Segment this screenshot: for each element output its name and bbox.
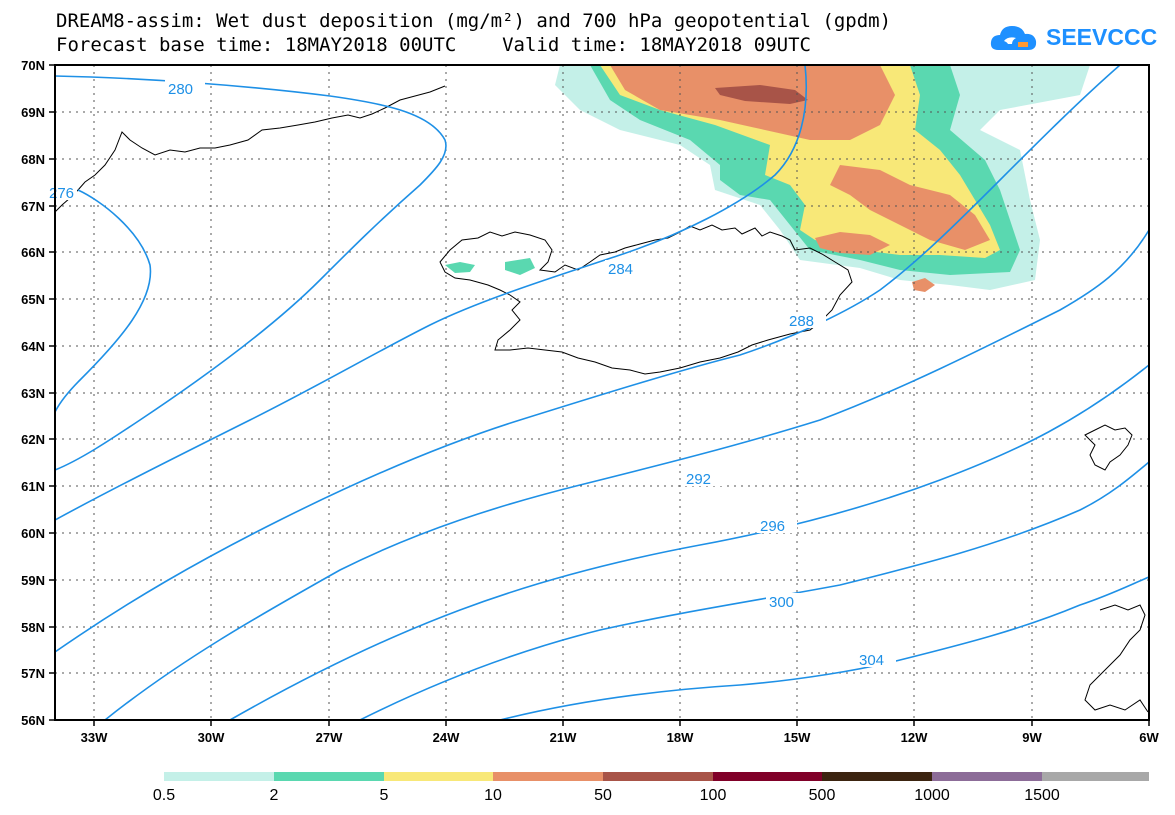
contour-label: 296 bbox=[760, 518, 785, 535]
colorbar-label: 2 bbox=[270, 787, 279, 804]
lat-tick-label: 58N bbox=[21, 620, 45, 635]
faroe-islands bbox=[1084, 424, 1133, 471]
contour-288 bbox=[55, 65, 1121, 653]
colorbar-bin bbox=[164, 772, 274, 781]
chart-title: DREAM8-assim: Wet dust deposition (mg/m²… bbox=[56, 10, 892, 32]
colorbar-bin bbox=[603, 772, 713, 781]
lat-tick-label: 59N bbox=[21, 573, 45, 588]
lon-tick-label: 15W bbox=[784, 730, 811, 745]
lat-tick-label: 60N bbox=[21, 526, 45, 541]
lat-tick-labels: 70N 69N 68N 67N 66N 65N 64N 63N 62N 61N … bbox=[21, 58, 45, 728]
lat-tick-label: 63N bbox=[21, 386, 45, 401]
colorbar-bin bbox=[493, 772, 603, 781]
lat-tick-label: 61N bbox=[21, 479, 45, 494]
lon-tick-label: 18W bbox=[667, 730, 694, 745]
cloud-logo-icon bbox=[990, 26, 1037, 50]
greenland-coastline bbox=[55, 85, 446, 213]
contour-label: 288 bbox=[789, 313, 814, 330]
colorbar-label: 10 bbox=[484, 787, 502, 804]
lat-tick-label: 66N bbox=[21, 245, 45, 260]
shetland-coast bbox=[1084, 604, 1149, 713]
contour-276 bbox=[55, 189, 152, 413]
lon-tick-label: 6W bbox=[1139, 730, 1159, 745]
lon-tick-label: 9W bbox=[1022, 730, 1042, 745]
colorbar-bin bbox=[822, 772, 932, 781]
contour-label: 292 bbox=[686, 471, 711, 488]
dust-area-50 bbox=[715, 85, 808, 104]
lat-tick-label: 62N bbox=[21, 432, 45, 447]
lat-tick-label: 57N bbox=[21, 666, 45, 681]
contour-label: 284 bbox=[608, 261, 633, 278]
contour-label: 304 bbox=[859, 652, 884, 669]
contour-280 bbox=[55, 75, 447, 471]
lat-tick-label: 65N bbox=[21, 292, 45, 307]
lat-tick-label: 56N bbox=[21, 713, 45, 728]
colorbar-label: 5 bbox=[380, 787, 389, 804]
lat-tick-label: 70N bbox=[21, 58, 45, 73]
contour-300 bbox=[359, 461, 1149, 720]
lon-tick-label: 33W bbox=[81, 730, 108, 745]
dust-area-10d bbox=[912, 278, 935, 292]
lon-tick-label: 12W bbox=[901, 730, 928, 745]
colorbar bbox=[164, 772, 1149, 781]
dust-area-10c bbox=[815, 232, 890, 255]
lat-tick-label: 67N bbox=[21, 199, 45, 214]
contour-304 bbox=[499, 576, 1149, 720]
chart-subtitle: Forecast base time: 18MAY2018 00UTC Vali… bbox=[56, 34, 811, 56]
lon-tick-label: 30W bbox=[198, 730, 225, 745]
colorbar-label: 1000 bbox=[914, 787, 950, 804]
dust-deposition-shading bbox=[445, 65, 1090, 292]
contour-284 bbox=[55, 65, 808, 521]
contour-label: 280 bbox=[168, 81, 193, 98]
dust-area-west-iceland bbox=[445, 262, 475, 273]
colorbar-bin bbox=[274, 772, 384, 781]
colorbar-bin bbox=[713, 772, 822, 781]
colorbar-bin bbox=[932, 772, 1042, 781]
contour-labels: 280 276 284 288 292 296 300 304 bbox=[49, 80, 896, 669]
contour-label: 300 bbox=[769, 594, 794, 611]
colorbar-bin bbox=[384, 772, 493, 781]
colorbar-label: 100 bbox=[700, 787, 727, 804]
graticule bbox=[55, 65, 1149, 720]
contour-292 bbox=[104, 229, 1149, 720]
lon-tick-label: 21W bbox=[550, 730, 577, 745]
colorbar-label: 1500 bbox=[1024, 787, 1060, 804]
iceland-coastline bbox=[439, 224, 853, 375]
axis-ticks bbox=[49, 64, 1150, 726]
lat-tick-label: 64N bbox=[21, 339, 45, 354]
lon-tick-label: 24W bbox=[433, 730, 460, 745]
colorbar-label: 500 bbox=[809, 787, 836, 804]
colorbar-label: 50 bbox=[594, 787, 612, 804]
contour-label: 276 bbox=[49, 185, 74, 202]
lon-tick-labels: 33W 30W 27W 24W 21W 18W 15W 12W 9W 6W bbox=[81, 730, 1160, 745]
lon-tick-label: 27W bbox=[316, 730, 343, 745]
dust-area-10 bbox=[610, 65, 895, 140]
colorbar-label: 0.5 bbox=[153, 787, 175, 804]
lat-tick-label: 69N bbox=[21, 105, 45, 120]
logo-text: SEEVCCC bbox=[1046, 24, 1158, 50]
dust-area-west-iceland-2 bbox=[505, 258, 535, 275]
coastlines bbox=[55, 85, 1149, 713]
geopotential-contours bbox=[55, 65, 1149, 720]
contour-296 bbox=[229, 364, 1149, 720]
lat-tick-label: 68N bbox=[21, 152, 45, 167]
colorbar-bin bbox=[1042, 772, 1149, 781]
colorbar-labels: 0.5 2 5 10 50 100 500 1000 1500 bbox=[153, 787, 1060, 804]
